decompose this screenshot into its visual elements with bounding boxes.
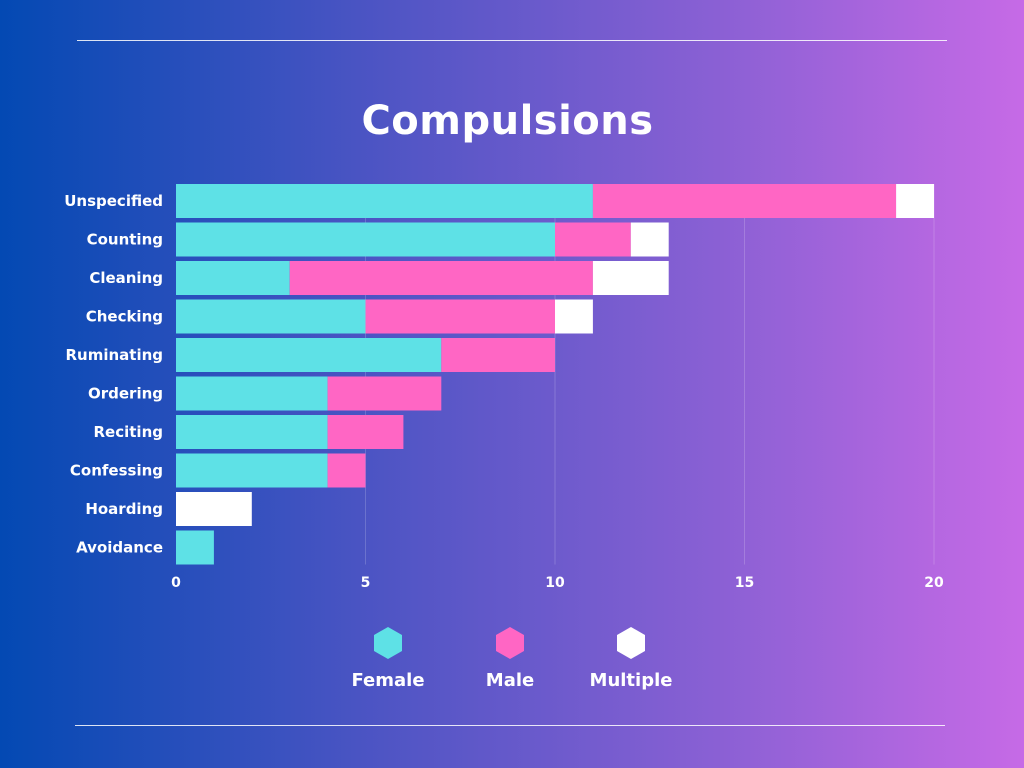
category-label-checking: Checking: [86, 308, 163, 326]
bar-unspecified-female: [176, 184, 593, 218]
top-divider: [77, 40, 947, 41]
bar-counting-multiple: [630, 222, 669, 257]
bar-checking-male: [365, 299, 555, 334]
x-tick-label: 0: [171, 575, 181, 591]
bar-counting-male: [555, 222, 631, 257]
bar-hoarding-multiple: [176, 492, 252, 526]
legend-swatch-multiple: [617, 627, 645, 659]
legend-item-male: Male: [450, 626, 570, 691]
bar-ruminating-male: [441, 338, 555, 372]
category-labels: Unspecified Counting Cleaning Checking Rumin…: [64, 192, 163, 557]
legend-label-female: Female: [351, 670, 425, 691]
x-tick-labels: 0 5 10 15 20: [171, 575, 944, 591]
category-label-reciting: Reciting: [94, 423, 164, 441]
bar-ordering-male: [327, 376, 442, 411]
bar-reciting-male: [327, 415, 404, 449]
bar-unspecified-multiple: [896, 184, 934, 218]
category-label-hoarding: Hoarding: [85, 500, 163, 518]
bar-checking-multiple: [555, 299, 593, 334]
bar-cleaning-female: [176, 261, 290, 295]
bars: [176, 184, 934, 565]
legend-item-female: Female: [328, 626, 448, 691]
hexagon-icon: [374, 627, 402, 659]
bar-avoidance-female: [176, 530, 214, 565]
bar-checking-female: [176, 299, 366, 334]
category-label-ordering: Ordering: [88, 385, 163, 403]
bar-confessing-female: [176, 453, 328, 488]
legend-label-multiple: Multiple: [589, 670, 673, 691]
bar-ordering-female: [176, 376, 328, 411]
chart-title: Compulsions: [361, 98, 654, 144]
category-label-avoidance: Avoidance: [76, 539, 163, 557]
x-tick-label: 10: [545, 575, 565, 591]
legend: Female Male Multiple: [0, 626, 1024, 696]
bar-unspecified-male: [592, 184, 897, 218]
category-label-ruminating: Ruminating: [65, 346, 163, 364]
x-tick-label: 20: [924, 575, 944, 591]
bar-cleaning-multiple: [592, 261, 669, 295]
hexagon-icon: [496, 627, 524, 659]
bar-ruminating-female: [176, 338, 442, 372]
x-tick-label: 15: [735, 575, 754, 591]
bar-cleaning-male: [289, 261, 593, 295]
legend-label-male: Male: [485, 670, 535, 691]
x-tick-label: 5: [361, 575, 371, 591]
category-label-cleaning: Cleaning: [89, 269, 163, 287]
category-label-confessing: Confessing: [70, 462, 163, 480]
legend-swatch-male: [496, 627, 524, 659]
bar-confessing-male: [327, 453, 366, 488]
bar-counting-female: [176, 222, 555, 257]
bottom-divider: [75, 725, 945, 726]
hexagon-icon: [617, 627, 645, 659]
category-label-counting: Counting: [87, 231, 163, 249]
bar-reciting-female: [176, 415, 328, 449]
category-label-unspecified: Unspecified: [64, 192, 163, 210]
legend-item-multiple: Multiple: [571, 626, 691, 691]
legend-swatch-female: [374, 627, 402, 659]
